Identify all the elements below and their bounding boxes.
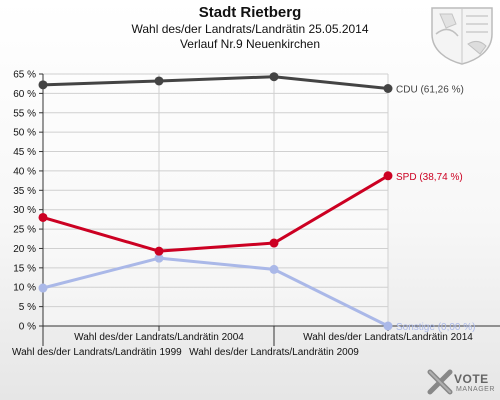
series-end-label-cdu: CDU (61,26 %) — [396, 84, 464, 95]
y-tick-label: 60 % — [13, 89, 36, 100]
logo-text-manager: MANAGER — [456, 386, 495, 393]
data-point-cdu — [269, 72, 279, 82]
page-title: Stadt Rietberg — [198, 4, 302, 21]
y-tick-label: 15 % — [13, 263, 36, 274]
coat-of-arms-icon — [431, 7, 493, 65]
x-tick-label: Wahl des/der Landrats/Landrätin 2014 — [303, 332, 473, 343]
y-tick-label: 25 % — [13, 225, 36, 236]
data-point-sonstige — [38, 283, 48, 293]
vote-manager-logo-icon — [427, 369, 453, 395]
y-tick-label: 10 % — [13, 283, 36, 294]
y-tick-label: 40 % — [13, 166, 36, 177]
logo-text-vote: VOTE — [454, 372, 489, 386]
y-tick-label: 55 % — [13, 108, 36, 119]
series-end-label-sonstige: Sonstige (0,00 %) — [396, 322, 476, 333]
y-tick-label: 45 % — [13, 147, 36, 158]
data-point-cdu — [38, 80, 48, 90]
y-tick-label: 65 % — [13, 70, 36, 81]
x-tick-label: Wahl des/der Landrats/Landrätin 2009 — [189, 347, 359, 358]
y-tick-label: 5 % — [19, 302, 36, 313]
chart-subtitle-2: Verlauf Nr.9 Neuenkirchen — [179, 37, 321, 51]
plot-area — [43, 74, 388, 326]
chart-subtitle: Wahl des/der Landrats/Landrätin 25.05.20… — [131, 22, 369, 36]
y-tick-label: 0 % — [19, 322, 36, 333]
data-point-spd — [383, 171, 393, 181]
data-point-spd — [154, 246, 164, 256]
x-tick-label: Wahl des/der Landrats/Landrätin 2004 — [74, 332, 244, 343]
data-point-spd — [38, 212, 48, 222]
data-point-sonstige — [269, 264, 279, 274]
data-point-cdu — [383, 83, 393, 93]
x-tick-label: Wahl des/der Landrats/Landrätin 1999 — [12, 347, 182, 358]
y-tick-label: 30 % — [13, 205, 36, 216]
y-tick-label: 20 % — [13, 244, 36, 255]
series-line-sonstige — [42, 256, 389, 328]
series-line-spd — [42, 174, 389, 253]
series-line-cdu — [42, 75, 389, 90]
y-tick-label: 50 % — [13, 128, 36, 139]
data-point-sonstige — [383, 321, 393, 331]
data-point-sonstige — [154, 253, 164, 263]
series-end-label-spd: SPD (38,74 %) — [396, 172, 463, 183]
data-point-spd — [269, 238, 279, 248]
y-tick-label: 35 % — [13, 186, 36, 197]
data-point-cdu — [154, 76, 164, 86]
